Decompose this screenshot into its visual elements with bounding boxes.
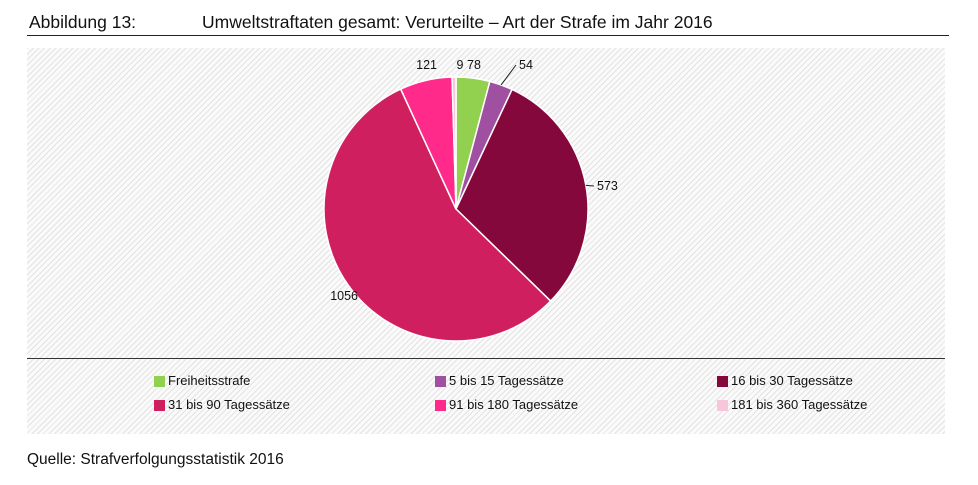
- source-note: Quelle: Strafverfolgungsstatistik 2016: [27, 451, 284, 468]
- legend-swatch: [717, 399, 728, 411]
- legend-item-31-90: 31 bis 90 Tagessätze: [154, 397, 290, 413]
- legend-swatch: [154, 399, 165, 411]
- data-label-5-15: 54: [519, 58, 533, 72]
- figure-label: Abbildung 13:: [29, 12, 137, 32]
- pie-slice-181-360: [451, 76, 457, 210]
- legend-label: 16 bis 30 Tagessätze: [731, 373, 853, 388]
- pie-slice-31-90: [323, 88, 552, 342]
- plot-legend-divider: [27, 358, 945, 359]
- legend-swatch: [435, 399, 446, 411]
- figure-header: Abbildung 13: Umweltstraftaten gesamt: V…: [27, 9, 949, 36]
- legend-swatch: [154, 375, 165, 387]
- legend-item-91-180: 91 bis 180 Tagessätze: [435, 397, 578, 413]
- legend-label: Freiheitsstrafe: [168, 373, 251, 388]
- legend-label: 181 bis 360 Tagessätze: [731, 397, 868, 412]
- legend-swatch: [717, 375, 728, 387]
- data-label-91-180: 121: [416, 58, 437, 72]
- chart-title: Umweltstraftaten gesamt: Verurteilte – A…: [202, 12, 713, 32]
- data-label-freiheitsstrafe: 78: [467, 58, 481, 72]
- legend-item-freiheitsstrafe: Freiheitsstrafe: [154, 373, 250, 389]
- legend-swatch: [435, 375, 446, 387]
- data-label-16-30: 573: [597, 179, 618, 193]
- leader-line-16-30: [585, 184, 595, 187]
- legend-label: 31 bis 90 Tagessätze: [168, 397, 290, 412]
- legend-label: 5 bis 15 Tagessätze: [449, 373, 564, 388]
- legend-item-181-360: 181 bis 360 Tagessätze: [717, 397, 867, 413]
- pie-slice-16-30: [455, 88, 589, 303]
- legend-item-16-30: 16 bis 30 Tagessätze: [717, 373, 853, 389]
- legend-label: 91 bis 180 Tagessätze: [449, 397, 579, 412]
- legend-item-5-15: 5 bis 15 Tagessätze: [435, 373, 564, 389]
- data-label-181-360: 9: [457, 58, 464, 72]
- leader-line-5-15: [500, 64, 517, 86]
- legend: Freiheitsstrafe 5 bis 15 Tagessätze 16 b…: [27, 359, 945, 434]
- data-label-31-90: 1056: [330, 289, 358, 303]
